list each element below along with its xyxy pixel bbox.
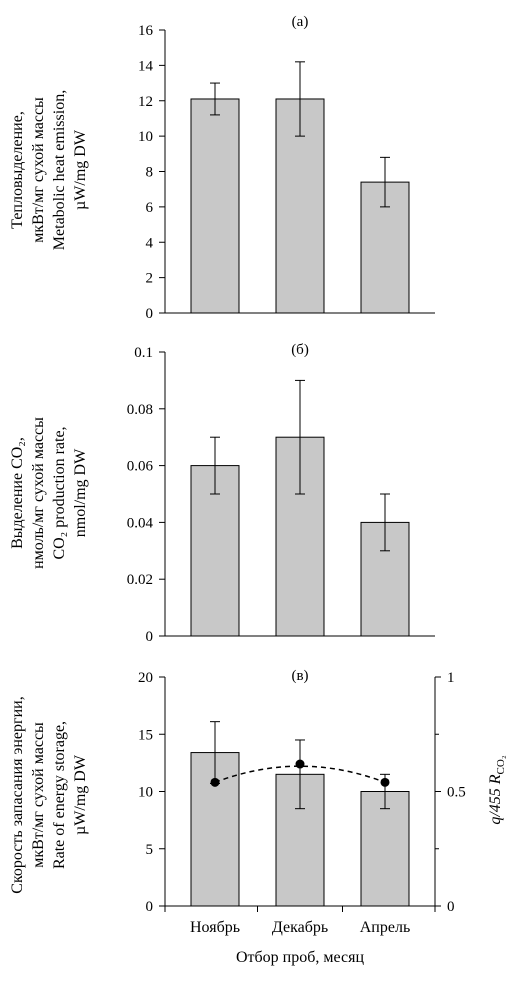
- panel-c-right-ylabel: q/455 RCO₂: [487, 755, 507, 824]
- panel-a-ytick-label-6: 12: [138, 94, 153, 110]
- panel-b-ylabel-line2: нмоль/мг сухой массы: [30, 417, 47, 569]
- panel-a-ytick-label-1: 2: [146, 271, 154, 287]
- x-category-label-2: Декабрь: [272, 919, 328, 936]
- panel-c-ytick-label-0: 0: [146, 899, 154, 915]
- panel-a-ytick-label-4: 8: [146, 165, 154, 181]
- panel-b-ytick-label-4: 0.08: [127, 402, 153, 418]
- panel-b-ytick-label-5: 0.1: [134, 345, 153, 361]
- panel-b-ytick-label-2: 0.04: [127, 515, 154, 531]
- panel-a-ytick-label-5: 10: [138, 129, 153, 145]
- panel-a-ytick-label-3: 6: [146, 200, 154, 216]
- panel-c-ylabel-line3: Rate of energy storage,: [51, 721, 68, 869]
- panel-c-ytick-label-1: 5: [146, 842, 154, 858]
- panel-c-right-ylabel-sub: CO₂: [495, 755, 507, 774]
- panel-c-y2tick-label-1: 0.5: [447, 785, 466, 801]
- panel-c-ylabel: Скорость запасания энергии, мкВт/мг сухо…: [9, 696, 89, 893]
- panel-a-ytick-label-8: 16: [138, 23, 154, 39]
- panel-a-ytick-label-2: 4: [146, 235, 154, 251]
- panel-b: (б) Выделение CO₂, нмоль/мг сухой массы …: [9, 342, 435, 645]
- panel-c-ytick-label-4: 20: [138, 670, 153, 686]
- panel-a-ylabel-line2: мкВт/мг сухой массы: [30, 97, 47, 243]
- panel-c-y2tick-label-0: 0: [447, 899, 455, 915]
- panel-a-ylabel: Тепловыделение, мкВт/мг сухой массы Meta…: [9, 90, 89, 250]
- panel-a-ylabel-line4: µW/mg DW: [72, 129, 89, 210]
- panel-c-ytick-label-2: 10: [138, 785, 153, 801]
- panel-a: (а) Тепловыделение, мкВт/мг сухой массы …: [9, 14, 435, 322]
- x-axis-label: Отбор проб, месяц: [236, 949, 364, 966]
- panel-c-secondary-point-3: [380, 777, 390, 787]
- panel-a-ylabel-line1: Тепловыделение,: [9, 111, 26, 229]
- panel-c-secondary-point-2: [295, 759, 305, 769]
- panel-c-ytick-label-3: 15: [138, 727, 153, 743]
- panel-c-ylabel-line4: µW/mg DW: [72, 754, 89, 835]
- panel-b-ylabel: Выделение CO₂, нмоль/мг сухой массы CO₂ …: [9, 417, 89, 569]
- panel-b-ylabel-line4: nmol/mg DW: [72, 448, 89, 537]
- x-category-label-3: Апрель: [360, 919, 411, 936]
- panel-c-y2tick-label-2: 1: [447, 670, 455, 686]
- panel-c-right-ylabel-text: q/455 RCO₂: [487, 755, 507, 824]
- panel-a-title: (а): [292, 14, 309, 30]
- panel-a-ytick-label-7: 14: [138, 58, 154, 74]
- panel-a-ytick-label-0: 0: [146, 306, 154, 322]
- panel-b-ylabel-line1: Выделение CO₂,: [9, 437, 26, 549]
- panel-a-ylabel-line3: Metabolic heat emission,: [51, 90, 68, 250]
- panel-c-right-ylabel-main: q/455 R: [487, 774, 504, 824]
- panel-c-secondary-line: [214, 765, 386, 784]
- panel-c-secondary-point-1: [210, 777, 220, 787]
- panel-b-ytick-label-3: 0.06: [127, 459, 154, 475]
- panel-b-ytick-label-0: 0: [146, 629, 154, 645]
- panel-a-bar-1: [190, 98, 240, 314]
- panel-c-title: (в): [291, 668, 308, 684]
- panel-c-bar-3: [360, 791, 410, 907]
- panel-b-ytick-label-1: 0.02: [127, 572, 153, 588]
- panel-c-ylabel-line2: мкВт/мг сухой массы: [30, 722, 47, 868]
- x-category-label-1: Ноябрь: [190, 919, 240, 936]
- panel-b-ylabel-line3: CO₂ production rate,: [51, 426, 68, 559]
- panel-c: (в) Скорость запасания энергии, мкВт/мг …: [9, 668, 507, 966]
- panel-c-ylabel-line1: Скорость запасания энергии,: [9, 696, 26, 893]
- panel-b-title: (б): [291, 342, 309, 358]
